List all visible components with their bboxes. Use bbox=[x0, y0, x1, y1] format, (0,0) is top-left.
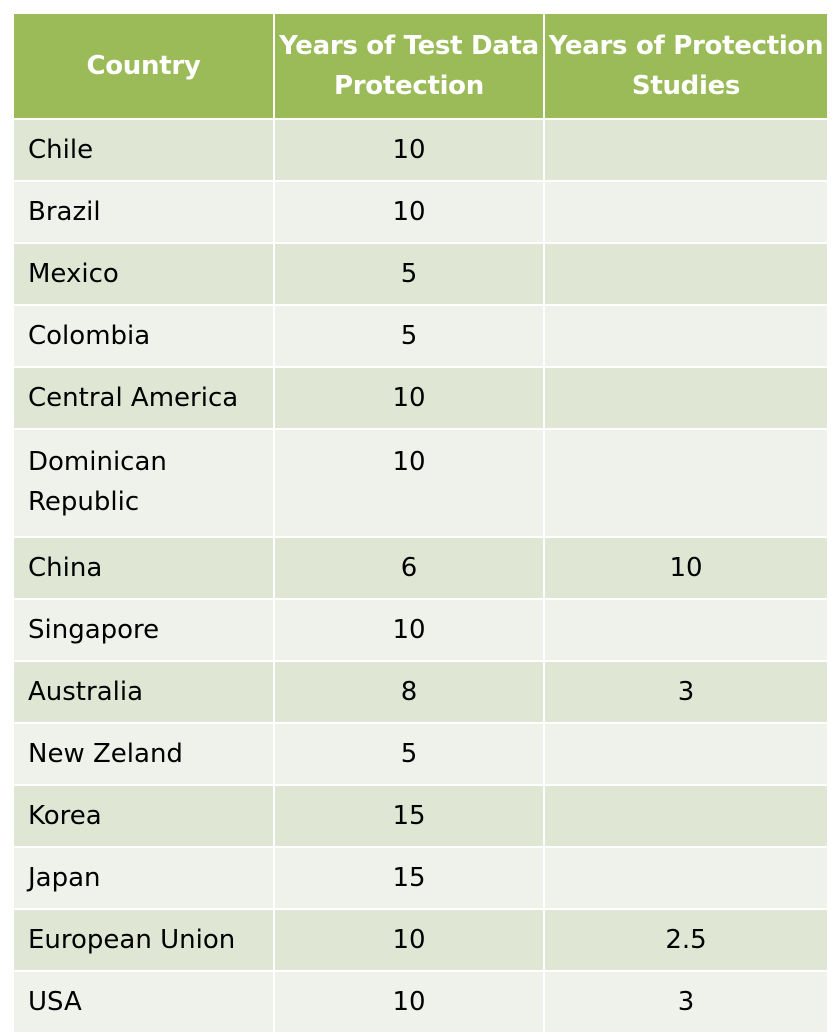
protection-studies-years-cell: 2.5 bbox=[543, 908, 829, 972]
country-cell: Chile bbox=[12, 118, 275, 182]
country-cell: China bbox=[12, 536, 275, 600]
test-data-years-cell: 5 bbox=[273, 722, 545, 786]
test-data-years-cell: 15 bbox=[273, 846, 545, 910]
protection-studies-years-cell bbox=[543, 180, 829, 244]
table-header: Country Years of Test Data Protection Ye… bbox=[12, 12, 829, 120]
test-data-years-cell: 8 bbox=[273, 660, 545, 724]
table-row: China 6 10 bbox=[12, 536, 829, 600]
test-data-years-cell: 6 bbox=[273, 536, 545, 600]
protection-studies-years-cell bbox=[543, 304, 829, 368]
country-cell: Japan bbox=[12, 846, 275, 910]
table-row: USA 10 3 bbox=[12, 970, 829, 1034]
country-cell: USA bbox=[12, 970, 275, 1034]
data-protection-table: Country Years of Test Data Protection Ye… bbox=[12, 12, 829, 1034]
country-cell: Singapore bbox=[12, 598, 275, 662]
test-data-years-cell: 5 bbox=[273, 242, 545, 306]
protection-studies-years-cell bbox=[543, 722, 829, 786]
country-cell: Colombia bbox=[12, 304, 275, 368]
protection-studies-years-cell bbox=[543, 118, 829, 182]
test-data-years-cell: 10 bbox=[273, 970, 545, 1034]
protection-studies-years-cell bbox=[543, 784, 829, 848]
table-row: Singapore 10 bbox=[12, 598, 829, 662]
protection-studies-years-cell bbox=[543, 846, 829, 910]
protection-studies-years-cell bbox=[543, 242, 829, 306]
protection-studies-years-cell: 3 bbox=[543, 970, 829, 1034]
table-row: Brazil 10 bbox=[12, 180, 829, 244]
table-row: European Union 10 2.5 bbox=[12, 908, 829, 972]
country-cell: Central America bbox=[12, 366, 275, 430]
country-cell: Mexico bbox=[12, 242, 275, 306]
protection-studies-years-cell bbox=[543, 428, 829, 538]
table-row: Dominican Republic 10 bbox=[12, 428, 829, 538]
table-row: Chile 10 bbox=[12, 118, 829, 182]
test-data-years-cell: 15 bbox=[273, 784, 545, 848]
table-row: Japan 15 bbox=[12, 846, 829, 910]
protection-studies-years-cell bbox=[543, 598, 829, 662]
table-row: Mexico 5 bbox=[12, 242, 829, 306]
table-row: New Zeland 5 bbox=[12, 722, 829, 786]
test-data-years-cell: 5 bbox=[273, 304, 545, 368]
header-row: Country Years of Test Data Protection Ye… bbox=[12, 12, 829, 120]
table-row: Central America 10 bbox=[12, 366, 829, 430]
country-cell: Dominican Republic bbox=[12, 428, 275, 538]
table-row: Korea 15 bbox=[12, 784, 829, 848]
header-protection-studies-years: Years of Protection Studies bbox=[543, 12, 829, 120]
test-data-years-cell: 10 bbox=[273, 428, 545, 538]
protection-studies-years-cell bbox=[543, 366, 829, 430]
country-text: Dominican Republic bbox=[28, 447, 167, 517]
country-cell: New Zeland bbox=[12, 722, 275, 786]
country-cell: Australia bbox=[12, 660, 275, 724]
table-row: Australia 8 3 bbox=[12, 660, 829, 724]
test-data-years-cell: 10 bbox=[273, 118, 545, 182]
test-data-years-cell: 10 bbox=[273, 180, 545, 244]
header-country: Country bbox=[12, 12, 275, 120]
test-data-years-cell: 10 bbox=[273, 366, 545, 430]
table-row: Colombia 5 bbox=[12, 304, 829, 368]
country-cell: European Union bbox=[12, 908, 275, 972]
test-data-years-cell: 10 bbox=[273, 598, 545, 662]
protection-studies-years-cell: 3 bbox=[543, 660, 829, 724]
country-cell: Brazil bbox=[12, 180, 275, 244]
test-data-years-cell: 10 bbox=[273, 908, 545, 972]
protection-studies-years-cell: 10 bbox=[543, 536, 829, 600]
header-test-data-years: Years of Test Data Protection bbox=[273, 12, 545, 120]
country-cell: Korea bbox=[12, 784, 275, 848]
table-body: Chile 10 Brazil 10 Mexico 5 Colombia 5 C… bbox=[12, 118, 829, 1034]
